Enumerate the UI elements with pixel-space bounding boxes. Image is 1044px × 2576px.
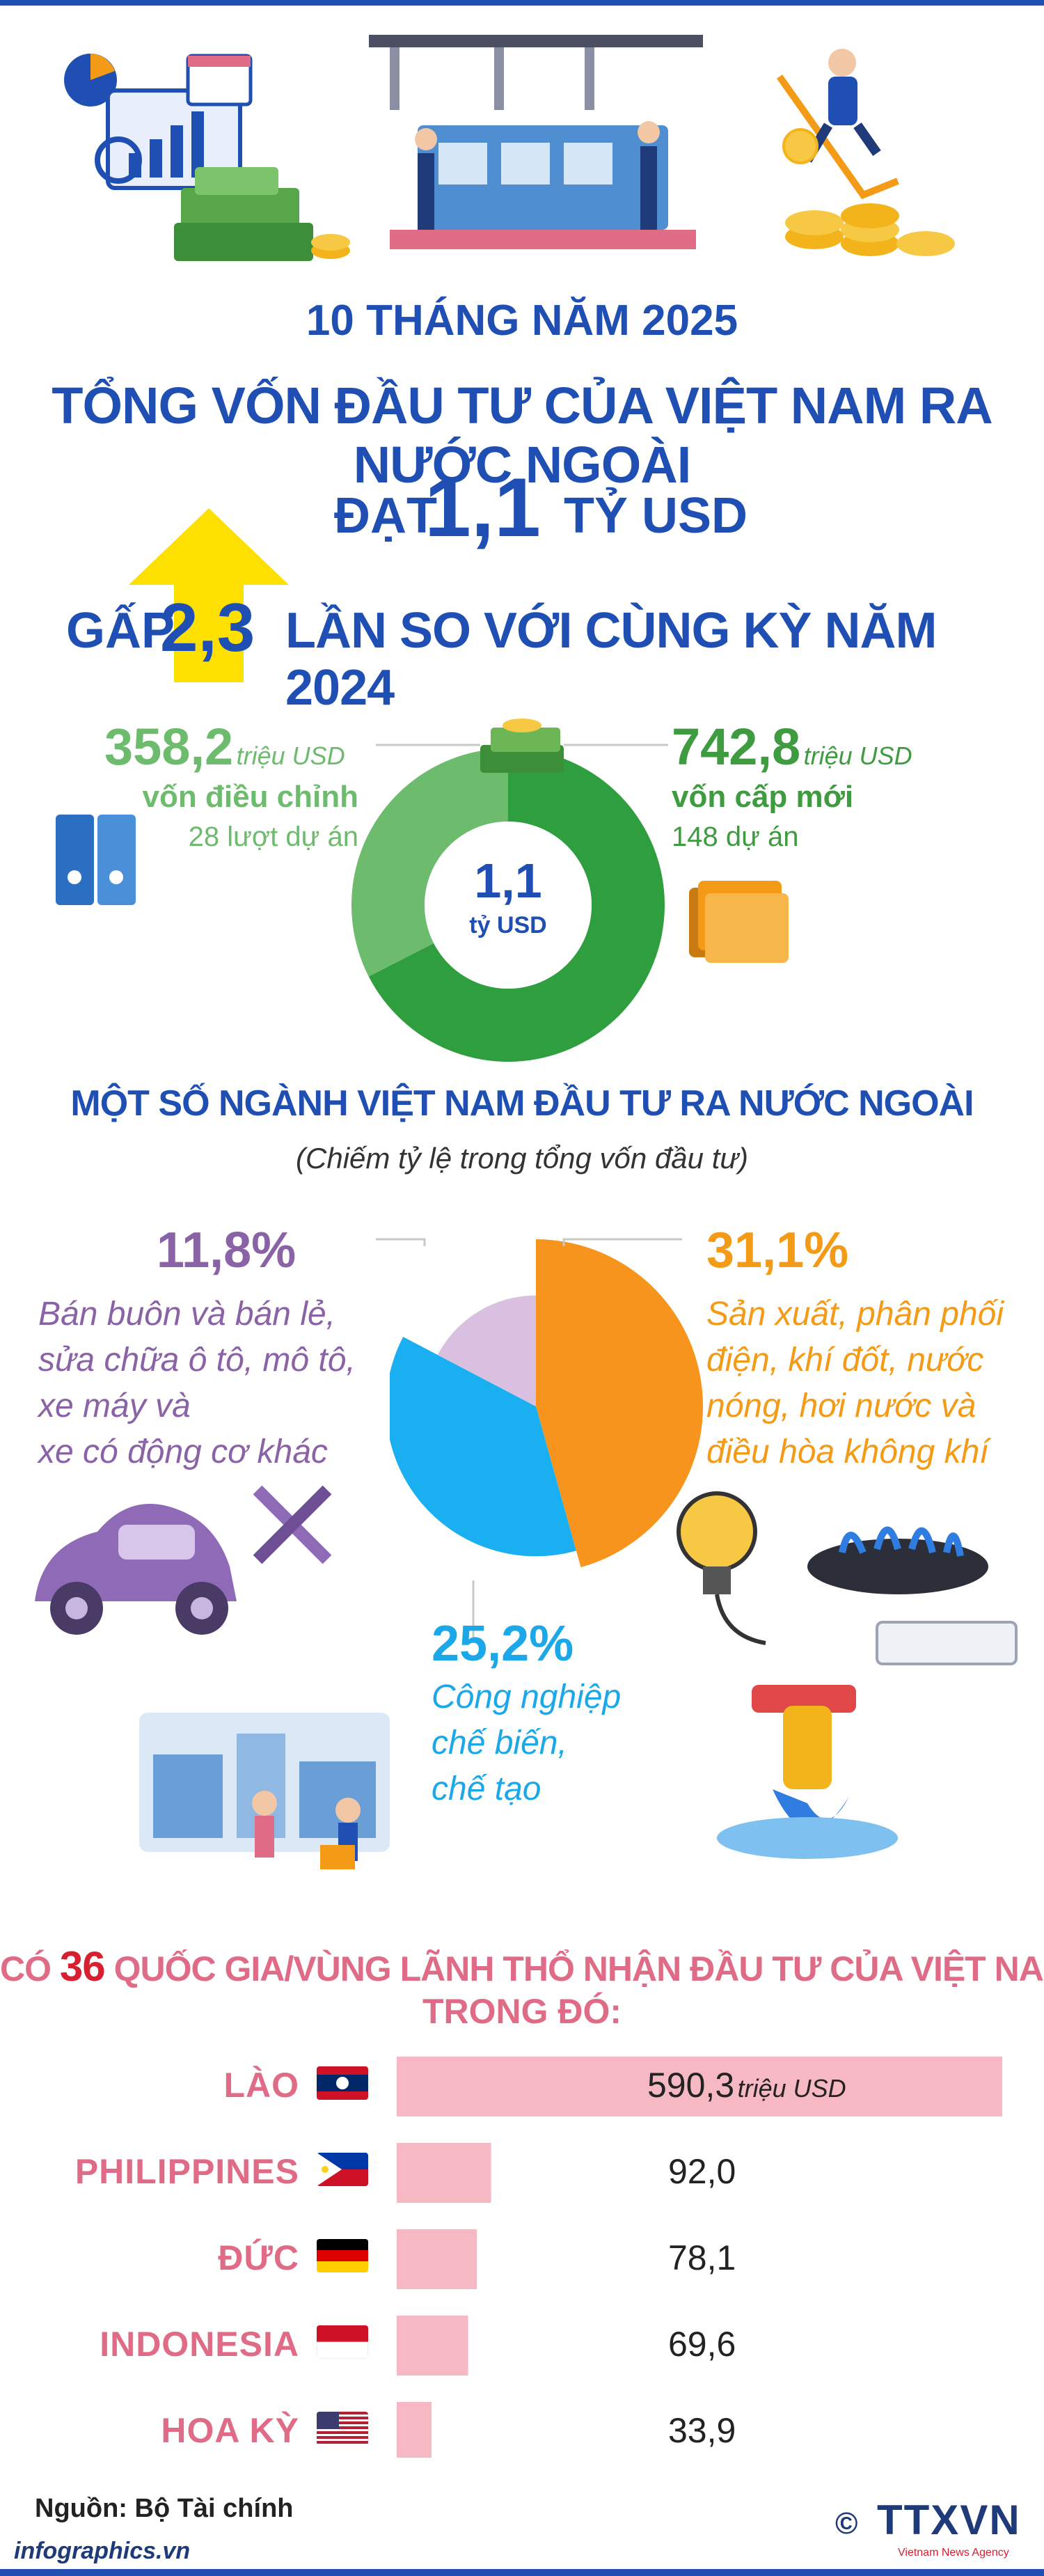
sector-energy-line: điều hòa không khí (706, 1434, 989, 1470)
country-label-germany: ĐỨC (218, 2238, 299, 2277)
brand-subtitle: Vietnam News Agency (898, 2547, 1009, 2559)
country-bar-0 (397, 2057, 1002, 2116)
donut-slice-0 (368, 748, 665, 1062)
donut-center-unit: tỷ USD (469, 912, 547, 938)
country-bar-3 (397, 2316, 468, 2375)
copyright-symbol: © (835, 2506, 858, 2540)
reach-unit: TỶ USD (564, 488, 748, 544)
growth-value: 2,3 (160, 589, 255, 666)
countries-title-rest: QUỐC GIA/VÙNG LÃNH THỔ NHẬN ĐẦU TƯ CỦA V… (113, 1949, 1044, 1988)
donut-hole (425, 822, 592, 989)
reach-prefix: ĐẠT (334, 488, 437, 544)
sector-energy-pct: 31,1% (706, 1223, 849, 1278)
site-name: infographics.vn (14, 2538, 191, 2564)
donut-connectors (376, 744, 668, 746)
sectors-title: MỘT SỐ NGÀNH VIỆT NAM ĐẦU TƯ RA NƯỚC NGO… (70, 1083, 974, 1124)
bar-value-indonesia: 69,6 (668, 2325, 736, 2364)
usa-flag-icon (317, 2412, 368, 2445)
sector-slice-2 (437, 1295, 536, 1406)
country-label-philippines: PHILIPPINES (74, 2152, 299, 2191)
sectors-subtitle: (Chiếm tỷ lệ trong tổng vốn đầu tư) (296, 1142, 748, 1175)
new-capital-value: 742,8 (672, 718, 801, 776)
sector-manufacturing-pct: 25,2% (432, 1616, 574, 1672)
sector-retail-pct: 11,8% (157, 1223, 296, 1278)
sector-slice-0 (536, 1239, 703, 1568)
bottom-accent-bar (0, 2569, 1044, 2576)
indonesia-flag-icon (317, 2325, 368, 2359)
countries-title-prefix: CÓ (0, 1949, 52, 1988)
bar-unit: triệu USD (737, 2074, 846, 2103)
philippines-flag-icon (317, 2153, 368, 2186)
top-accent-bar (0, 0, 1044, 6)
countries-bar-chart (397, 2057, 1002, 2458)
bar-value-philippines: 92,0 (668, 2152, 736, 2191)
countries-title-line2: TRONG ĐÓ: (422, 1992, 622, 2031)
adjusted-capital-label: vốn điều chỉnh (142, 780, 358, 814)
bar-value-lao: 590,3 (647, 2066, 735, 2105)
adjusted-capital-projects: 28 lượt dự án (188, 822, 358, 852)
sector-connectors (376, 1238, 682, 1643)
up-arrow-icon (129, 508, 289, 682)
analytics-icon (64, 54, 253, 190)
folder-binder-icon (56, 815, 136, 905)
money-stack-icon (480, 718, 564, 773)
country-label-usa: HOA KỲ (161, 2411, 299, 2450)
new-capital-unit: triệu USD (803, 741, 912, 770)
money-pile-icon (174, 167, 350, 261)
brand-logo: TTXVN (877, 2497, 1021, 2543)
sector-energy-line: nóng, hơi nước và (706, 1388, 976, 1424)
germany-flag-icon (317, 2239, 368, 2272)
country-label-indonesia: INDONESIA (100, 2325, 299, 2364)
factory-workers-icon (139, 1713, 390, 1869)
bar-value-usa: 33,9 (668, 2411, 736, 2450)
growth-suffix: LẦN SO VỚI CÙNG KỲ NĂM 2024 (285, 603, 937, 716)
sector-retail-line: Bán buôn và bán lẻ, (38, 1296, 336, 1333)
sector-slice-1 (390, 1337, 576, 1557)
growth-prefix: GẤP (66, 603, 175, 659)
sector-manufacturing-line: chế biến, (432, 1725, 567, 1761)
bar-value-germany: 78,1 (668, 2238, 736, 2277)
donut-center-value: 1,1 (474, 854, 542, 908)
sector-energy-line: Sản xuất, phân phối (706, 1296, 1004, 1333)
investor-icon (776, 49, 955, 256)
country-bar-1 (397, 2143, 491, 2203)
new-capital-label: vốn cấp mới (672, 780, 854, 814)
source-note: Nguồn: Bộ Tài chính (35, 2494, 294, 2523)
sector-retail-line: xe máy và (38, 1388, 191, 1424)
utilities-icon (677, 1491, 1018, 1859)
header-illustration (64, 35, 955, 261)
car-and-tools-icon (35, 1485, 332, 1635)
sector-manufacturing-line: chế tạo (432, 1770, 541, 1807)
sector-manufacturing-line: Công nghiệp (432, 1679, 622, 1715)
adjusted-capital-value: 358,2 (104, 718, 234, 776)
capital-donut-chart (351, 748, 665, 1062)
reach-value: 1,1 (425, 461, 541, 554)
donut-slice-1 (351, 748, 508, 977)
country-bar-2 (397, 2229, 477, 2289)
headline: TỔNG VỐN ĐẦU TƯ CỦA VIỆT NAM RA NƯỚC NGO… (52, 377, 992, 494)
adjusted-capital-unit: triệu USD (236, 741, 345, 770)
sector-energy-line: điện, khí đốt, nước (706, 1342, 984, 1379)
period-title: 10 THÁNG NĂM 2025 (306, 297, 738, 345)
factory-icon (369, 35, 703, 249)
folders-icon (689, 881, 789, 963)
country-label-lao: LÀO (223, 2066, 299, 2105)
sector-retail-line: sửa chữa ô tô, mô tô, (38, 1342, 356, 1379)
sector-retail-line: xe có động cơ khác (38, 1434, 328, 1470)
new-capital-projects: 148 dự án (672, 822, 799, 852)
sector-pie-chart (390, 1239, 703, 1568)
country-bar-4 (397, 2402, 432, 2458)
countries-count: 36 (59, 1943, 106, 1990)
laos-flag-icon (317, 2066, 368, 2100)
